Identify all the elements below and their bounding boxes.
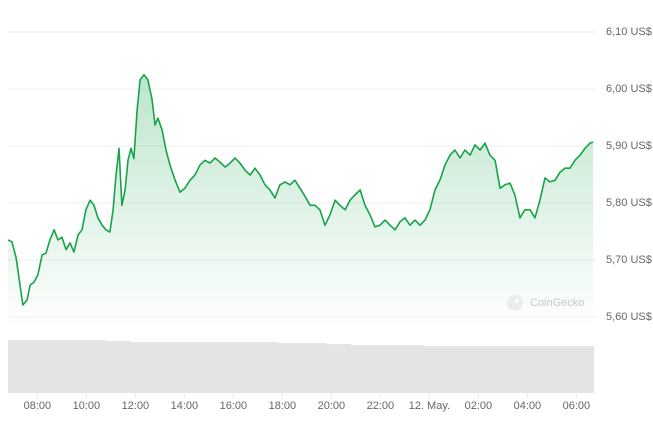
x-tick-label: 10:00 (73, 400, 101, 412)
volume-bar (375, 345, 400, 393)
x-tick-label: 12. May. (409, 400, 450, 412)
volume-bar (473, 346, 498, 393)
volume-bar (522, 346, 547, 393)
volume-bar (253, 342, 278, 393)
volume-bar (424, 346, 449, 393)
volume-bar (302, 343, 327, 393)
price-line (7, 73, 594, 306)
volume-bar (228, 342, 253, 393)
x-tick-label: 06:00 (563, 400, 591, 412)
y-tick-label: 5,90 US$ (606, 140, 652, 152)
volume-bar (8, 340, 33, 393)
volume-bar (204, 342, 229, 393)
volume-bar (571, 346, 594, 393)
price-area (8, 74, 594, 329)
y-tick-label: 5,80 US$ (606, 197, 652, 209)
x-tick-label: 08:00 (24, 400, 52, 412)
volume-bar (32, 340, 57, 393)
x-tick-label: 16:00 (220, 400, 248, 412)
volume-bar (57, 340, 82, 393)
volume-bar (498, 346, 523, 393)
x-tick-label: 22:00 (367, 400, 395, 412)
volume-bar (81, 340, 106, 393)
volume-bar (179, 342, 204, 393)
volume-bar (547, 346, 572, 393)
x-tick-label: 02:00 (465, 400, 493, 412)
volume-bar (130, 342, 155, 393)
y-tick-label: 5,60 US$ (606, 311, 652, 323)
watermark: CoinGecko (507, 295, 584, 311)
watermark-text: CoinGecko (530, 297, 584, 309)
x-tick-label: 14:00 (171, 400, 199, 412)
x-tick-label: 12:00 (122, 400, 150, 412)
y-tick-label: 6,10 US$ (606, 26, 652, 38)
volume-bar (277, 343, 302, 393)
x-tick-label: 18:00 (269, 400, 297, 412)
plot (7, 73, 594, 329)
volume-bar (449, 346, 474, 393)
x-tick-label: 04:00 (514, 400, 542, 412)
volume-bar (351, 345, 376, 393)
volume-bar (155, 342, 180, 393)
y-tick-label: 6,00 US$ (606, 83, 652, 95)
volume-bar (326, 344, 351, 393)
volume (8, 340, 594, 393)
volume-bar (106, 341, 131, 393)
volume-bar (400, 345, 425, 393)
y-tick-label: 5,70 US$ (606, 254, 652, 266)
x-tick-label: 20:00 (318, 400, 346, 412)
